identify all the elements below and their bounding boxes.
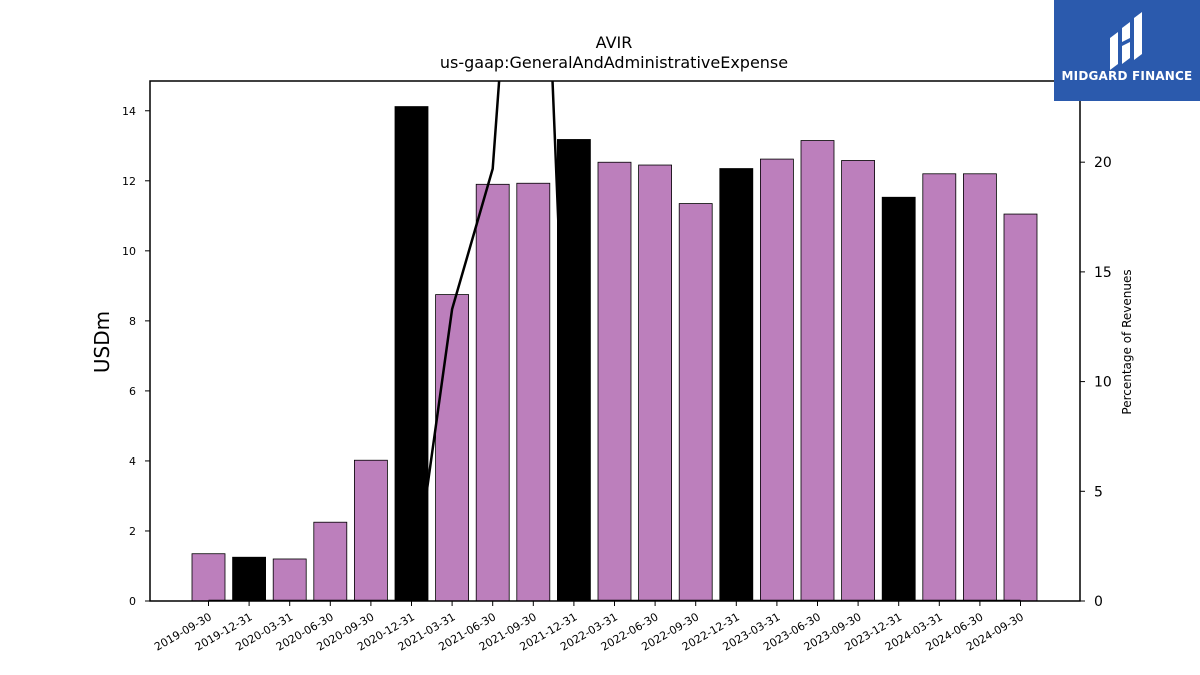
bar-2023-09-30 <box>841 160 875 602</box>
y2-axis-label: Percentage of Revenues <box>1120 269 1134 414</box>
bar-2022-03-31 <box>597 161 632 602</box>
bar-2022-12-31 <box>719 168 754 602</box>
y2-tick-label: 0 <box>1094 594 1103 610</box>
y-tick-label: 6 <box>129 385 136 398</box>
bar-2021-06-30 <box>475 183 510 602</box>
bar-2023-06-30 <box>800 140 835 602</box>
bar-2023-12-31 <box>881 196 916 602</box>
bar-2020-09-30 <box>353 459 388 602</box>
bar-2020-03-31 <box>272 558 307 602</box>
y-tick-label: 10 <box>122 245 136 258</box>
bar-2022-06-30 <box>638 164 672 602</box>
bar-2019-09-30 <box>191 553 226 602</box>
y2-tick-label: 10 <box>1094 375 1112 391</box>
bar-2024-03-31 <box>922 173 957 602</box>
y-tick-label: 12 <box>122 175 136 188</box>
y-tick-label: 2 <box>129 525 136 538</box>
bar-2021-03-31 <box>435 294 470 602</box>
bars-group <box>191 106 1038 602</box>
bar-2024-06-30 <box>963 173 997 602</box>
bar-2021-09-30 <box>516 182 551 602</box>
bar-2022-09-30 <box>678 203 713 602</box>
y2-tick-label: 15 <box>1094 265 1112 281</box>
bar-2024-09-30 <box>1003 213 1038 602</box>
logo-text: MIDGARD FINANCE <box>1061 69 1193 83</box>
y2-tick-label: 20 <box>1094 155 1112 171</box>
y2-tick-label: 5 <box>1094 484 1103 500</box>
bar-2019-12-31 <box>232 556 267 602</box>
chart-subtitle: us-gaap:GeneralAndAdministrativeExpense <box>440 53 788 72</box>
midgard-logo-icon <box>1110 12 1142 70</box>
y-tick-label: 8 <box>129 315 136 328</box>
y-axis-label: USDm <box>90 311 114 373</box>
midgard-logo: MIDGARD FINANCE <box>1054 0 1200 101</box>
chart-title: AVIR <box>596 33 633 52</box>
bar-2021-12-31 <box>557 139 591 602</box>
y-tick-label: 14 <box>122 105 136 118</box>
y-tick-label: 4 <box>129 455 136 468</box>
bar-2020-06-30 <box>313 521 348 602</box>
bar-2023-03-31 <box>760 158 794 602</box>
y-tick-label: 0 <box>129 595 136 608</box>
